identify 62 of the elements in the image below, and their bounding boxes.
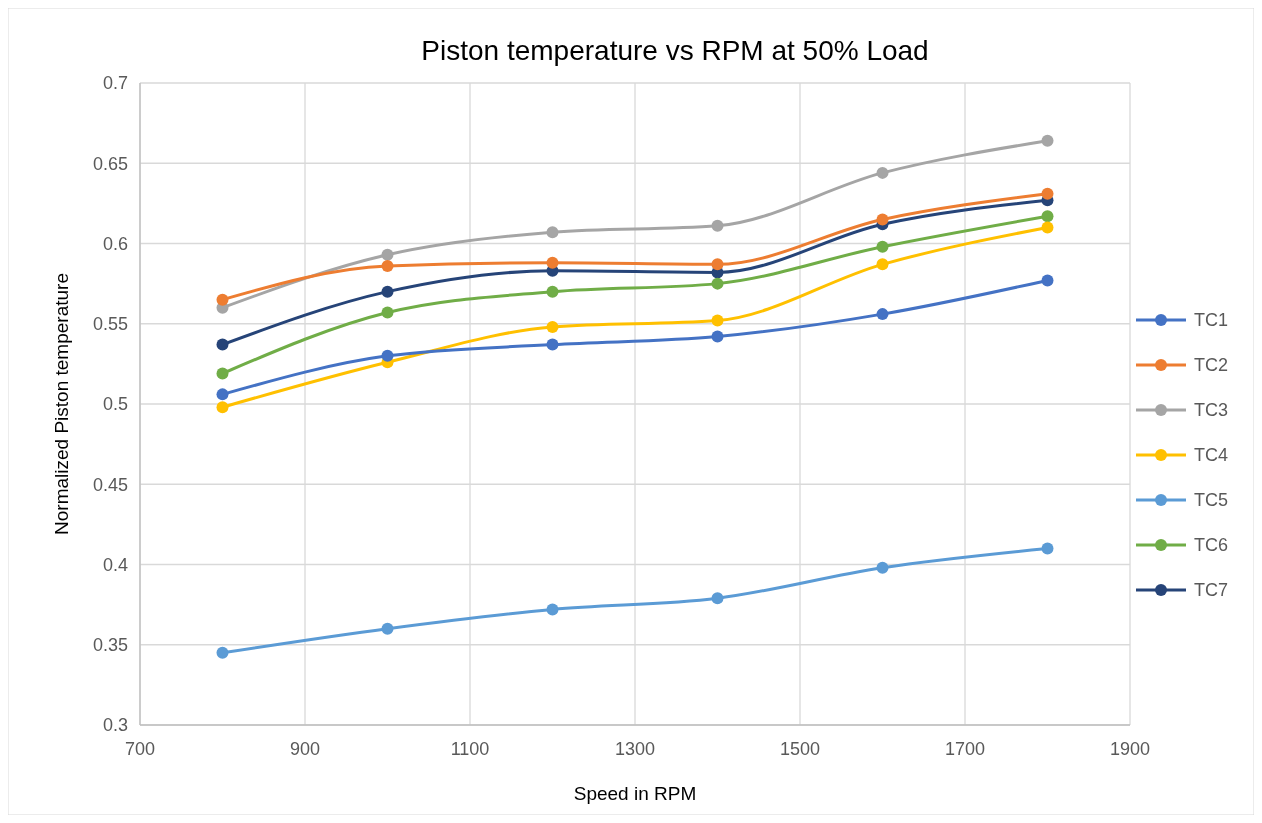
- y-tick-label: 0.65: [92, 153, 128, 174]
- point: [1041, 274, 1054, 287]
- point: [216, 293, 229, 306]
- point: [216, 646, 229, 659]
- point: [711, 314, 724, 327]
- point: [1041, 187, 1054, 200]
- point: [711, 330, 724, 343]
- x-axis-title: Speed in RPM: [573, 783, 697, 804]
- point: [1041, 542, 1054, 555]
- point: [876, 258, 889, 271]
- point: [216, 401, 229, 414]
- legend-label: TC5: [1194, 490, 1229, 511]
- point: [711, 258, 724, 271]
- legend-label: TC3: [1194, 400, 1229, 421]
- point: [876, 561, 889, 574]
- point: [381, 622, 394, 635]
- x-tick-label: 1900: [1109, 739, 1151, 759]
- legend-label: TC1: [1194, 310, 1229, 331]
- point: [381, 285, 394, 298]
- point: [546, 338, 559, 351]
- y-tick-label: 0.4: [102, 554, 128, 575]
- point: [546, 285, 559, 298]
- point: [546, 603, 559, 616]
- point: [1041, 210, 1054, 223]
- y-axis-title: Normalized Piston temperature: [51, 273, 72, 535]
- point: [1041, 134, 1054, 147]
- point: [546, 256, 559, 269]
- point: [711, 592, 724, 605]
- y-tick-label: 0.3: [102, 715, 128, 736]
- legend-label: TC4: [1194, 445, 1229, 466]
- point: [546, 226, 559, 239]
- chart-title: Piston temperature vs RPM at 50% Load: [421, 35, 929, 66]
- legend-label: TC6: [1194, 535, 1229, 556]
- y-tick-label: 0.7: [102, 73, 128, 94]
- point: [381, 248, 394, 261]
- point: [216, 388, 229, 401]
- point: [381, 349, 394, 362]
- point: [381, 306, 394, 319]
- point: [381, 259, 394, 272]
- point: [711, 219, 724, 232]
- legend-label: TC7: [1194, 580, 1229, 601]
- x-tick-label: 1500: [779, 739, 821, 759]
- point: [876, 240, 889, 253]
- point: [546, 320, 559, 333]
- point: [216, 367, 229, 380]
- y-tick-label: 0.45: [92, 474, 128, 495]
- point: [711, 277, 724, 290]
- point: [876, 213, 889, 226]
- x-tick-label: 1700: [944, 739, 986, 759]
- point: [1041, 221, 1054, 234]
- point: [876, 308, 889, 321]
- point: [876, 166, 889, 179]
- x-tick-label: 1100: [450, 739, 490, 759]
- legend-label: TC2: [1194, 355, 1229, 376]
- x-tick-label: 900: [289, 739, 321, 759]
- x-tick-label: 1300: [614, 739, 656, 759]
- point: [216, 338, 229, 351]
- y-tick-label: 0.6: [102, 233, 128, 254]
- y-tick-label: 0.35: [92, 635, 128, 656]
- y-tick-label: 0.55: [92, 314, 128, 335]
- y-tick-label: 0.5: [102, 394, 128, 415]
- x-tick-label: 700: [124, 739, 156, 759]
